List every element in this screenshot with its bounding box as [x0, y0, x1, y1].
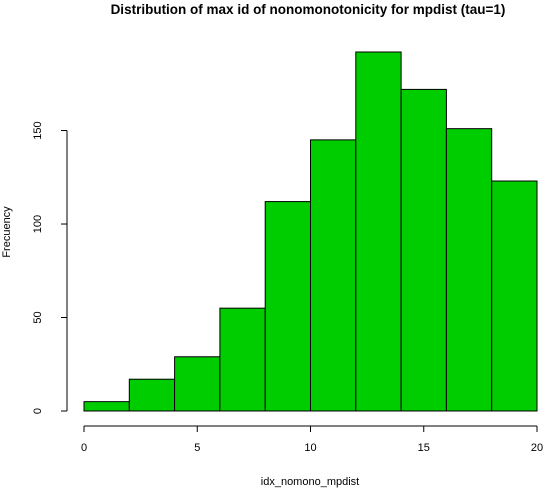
- histogram-bar-0: [83, 401, 130, 412]
- x-tick-label-4: 20: [531, 442, 543, 454]
- histogram-bar-3: [219, 307, 266, 412]
- bars-group: [83, 51, 538, 412]
- chart-title: Distribution of max id of nonomonotonici…: [111, 2, 506, 17]
- x-tick-label-1: 5: [194, 442, 200, 454]
- histogram-bar-1: [128, 378, 176, 412]
- x-tick-label-2: 10: [304, 442, 316, 454]
- x-tick-label-0: 0: [81, 442, 87, 454]
- histogram-bar-7: [400, 88, 447, 412]
- x-tick-label-3: 15: [418, 442, 430, 454]
- x-axis-label: idx_nomono_mpdist: [261, 476, 359, 488]
- histogram-bar-8: [445, 128, 493, 412]
- y-tick-label-2: 100: [32, 215, 44, 233]
- histogram-bar-5: [310, 139, 357, 412]
- y-tick-label-1: 50: [32, 311, 44, 323]
- histogram-bar-6: [355, 51, 402, 412]
- y-tick-label-3: 150: [32, 121, 44, 139]
- histogram-bar-2: [174, 356, 221, 412]
- histogram-bar-4: [264, 201, 312, 412]
- y-axis-label: Frecuency: [1, 206, 13, 258]
- histogram-bar-9: [491, 180, 538, 412]
- y-tick-label-0: 0: [32, 408, 44, 414]
- x-axis: 0 5 10 15 20: [81, 425, 543, 454]
- y-axis: 0 50 100 150: [32, 121, 68, 414]
